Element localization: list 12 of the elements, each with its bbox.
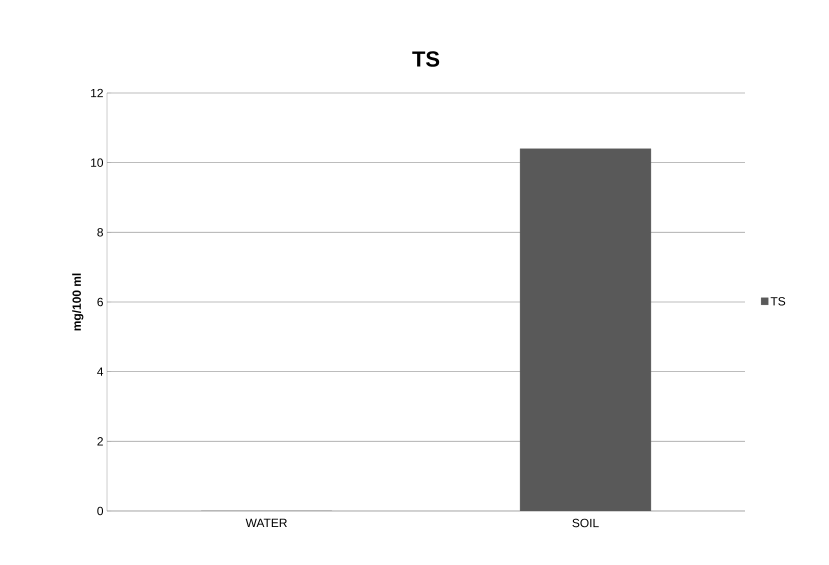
y-tick-label: 0: [97, 506, 104, 516]
chart-title: TS: [412, 51, 440, 67]
y-tick-label: 4: [97, 368, 104, 376]
y-tick-label: 10: [91, 158, 104, 167]
x-tick-label: SOIL: [572, 518, 599, 528]
y-tick-label: 2: [97, 437, 103, 446]
y-tick-label: 8: [97, 228, 103, 237]
y-tick-label: 6: [97, 298, 103, 306]
y-axis-title: mg/100 ml: [72, 274, 84, 330]
legend-label: TS: [770, 297, 786, 306]
y-tick-label: 12: [91, 88, 103, 98]
x-tick-label: WATER: [246, 518, 287, 527]
